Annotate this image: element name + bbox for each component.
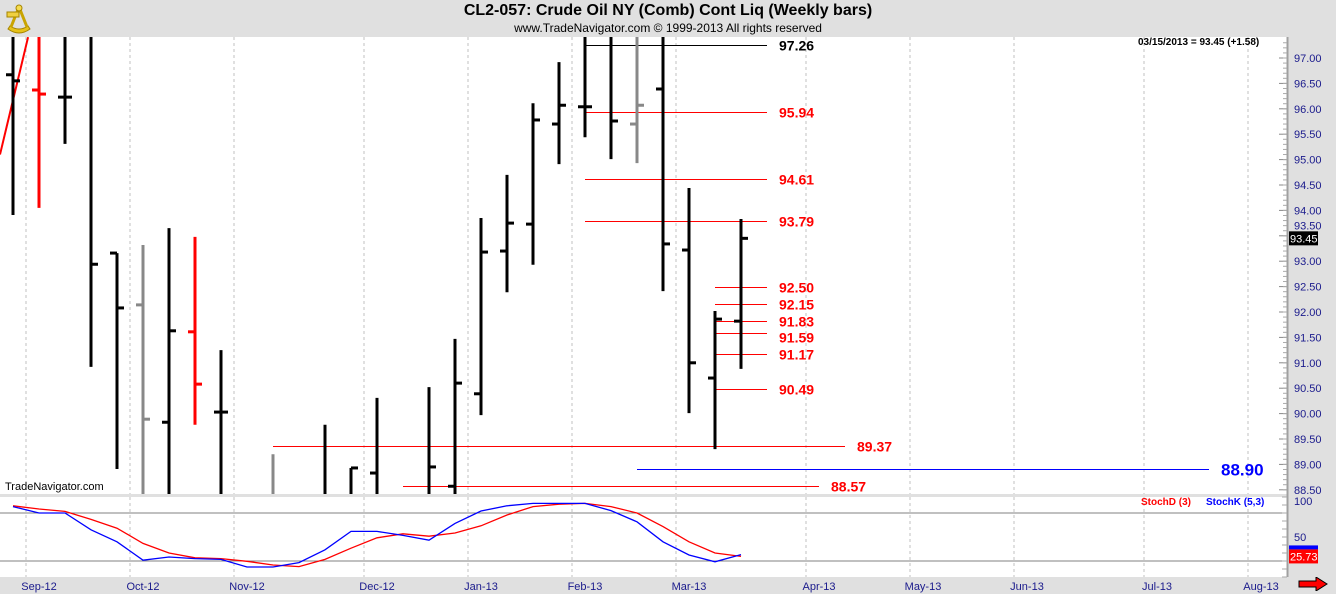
y-tick-label: 92.50 [1294, 282, 1322, 294]
x-tick-label: Oct-12 [126, 581, 159, 593]
level-label: 93.79 [779, 214, 814, 230]
sextant-logo-icon [6, 4, 31, 34]
x-tick-label: Mar-13 [672, 581, 707, 593]
stoch-plot [12, 502, 742, 568]
ohlc-bar [370, 397, 379, 494]
level-label: 91.17 [779, 347, 814, 363]
ohlc-bar [58, 37, 72, 144]
level-label: 91.59 [779, 330, 814, 346]
y-tick-label: 90.50 [1294, 383, 1322, 395]
stochd-value-label: 25.73 [1290, 551, 1318, 563]
y-tick-label: 93.50 [1294, 220, 1322, 232]
legend-stochk: StochK (5,3) [1206, 497, 1265, 508]
last-price-readout: 03/15/2013 = 93.45 (+1.58) [1138, 37, 1260, 48]
y-tick-label: 92.00 [1294, 307, 1322, 319]
ohlc-bar [162, 228, 176, 494]
ohlc-bar [734, 219, 748, 369]
ohlc-bar [89, 37, 98, 367]
x-tick-label: Jun-13 [1010, 581, 1044, 593]
x-tick-label: Apr-13 [802, 581, 835, 593]
y-tick-label: 88.50 [1294, 485, 1322, 497]
stoch-panel [0, 497, 1287, 577]
stochk-line [12, 502, 742, 568]
copyright-text: www.TradeNavigator.com © 1999-2013 All r… [514, 21, 822, 35]
y-tick-label: 97.00 [1294, 53, 1322, 65]
stochd-value-tag [1289, 549, 1318, 564]
level-label: 97.26 [779, 38, 814, 54]
y-tick-label: 95.50 [1294, 129, 1322, 141]
stoch-y-label: 100 [1294, 496, 1312, 508]
legend-stochd: StochD (3) [1141, 497, 1191, 508]
y-tick-label: 91.00 [1294, 358, 1322, 370]
ohlc-bar [474, 218, 488, 416]
ohlc-bar [500, 174, 514, 293]
ohlc-bar [349, 466, 358, 494]
price-plot [0, 37, 1209, 494]
ohlc-bar [448, 338, 462, 494]
y-tick-label: 94.00 [1294, 205, 1322, 217]
ohlc-bar [427, 387, 436, 494]
ohlc-bar [214, 350, 228, 494]
ohlc-bar [136, 244, 150, 494]
ohlc-bar [6, 37, 20, 215]
y-tick-label: 90.00 [1294, 409, 1322, 421]
y-tick-label: 91.50 [1294, 332, 1322, 344]
x-tick-label: Jul-13 [1142, 581, 1172, 593]
y-tick-label: 94.50 [1294, 180, 1322, 192]
price-panel [0, 37, 1287, 494]
ohlc-bar [526, 103, 540, 265]
y-tick-label: 95.00 [1294, 155, 1322, 167]
level-label: 92.15 [779, 297, 814, 313]
x-tick-label: Sep-12 [21, 581, 56, 593]
level-label: 89.37 [857, 439, 892, 455]
level-label: 95.94 [779, 105, 814, 121]
y-tick-label: 89.50 [1294, 434, 1322, 446]
level-label: 88.90 [1221, 461, 1264, 480]
x-tick-label: Jan-13 [464, 581, 498, 593]
last-price-label: 93.45 [1290, 233, 1318, 245]
y-tick-label: 96.00 [1294, 104, 1322, 116]
level-label: 94.61 [779, 172, 814, 188]
title-bar: CL2-057: Crude Oil NY (Comb) Cont Liq (W… [0, 0, 1336, 37]
y-tick-label: 96.50 [1294, 78, 1322, 90]
x-tick-label: Dec-12 [359, 581, 394, 593]
ohlc-bar [609, 37, 618, 160]
x-tick-label: Aug-13 [1243, 581, 1278, 593]
y-tick-label: 93.00 [1294, 256, 1322, 268]
ohlc-bar [656, 37, 670, 292]
ohlc-bar [552, 62, 566, 165]
level-label: 88.57 [831, 479, 866, 495]
chart-title: CL2-057: Crude Oil NY (Comb) Cont Liq (W… [463, 2, 873, 19]
ohlc-bar [682, 188, 696, 414]
x-tick-label: Nov-12 [229, 581, 264, 593]
scroll-right-arrow-icon[interactable] [1298, 577, 1328, 591]
ohlc-bar [188, 236, 202, 425]
ohlc-bar [630, 37, 644, 164]
stochk-value-tag [1289, 545, 1318, 550]
level-label: 92.50 [779, 280, 814, 296]
level-label: 90.49 [779, 382, 814, 398]
last-price-tag [1289, 231, 1318, 246]
stochd-line [12, 502, 742, 568]
ohlc-bar [32, 37, 46, 208]
ohlc-bar [708, 310, 722, 450]
x-tick-label: May-13 [905, 581, 942, 593]
ohlc-bar [110, 251, 124, 469]
watermark-text: TradeNavigator.com [5, 481, 104, 493]
ohlc-bar [578, 37, 592, 138]
y-tick-label: 89.00 [1294, 459, 1322, 471]
stoch-y-label: 50 [1294, 532, 1306, 544]
x-tick-label: Feb-13 [568, 581, 603, 593]
level-label: 91.83 [779, 314, 814, 330]
